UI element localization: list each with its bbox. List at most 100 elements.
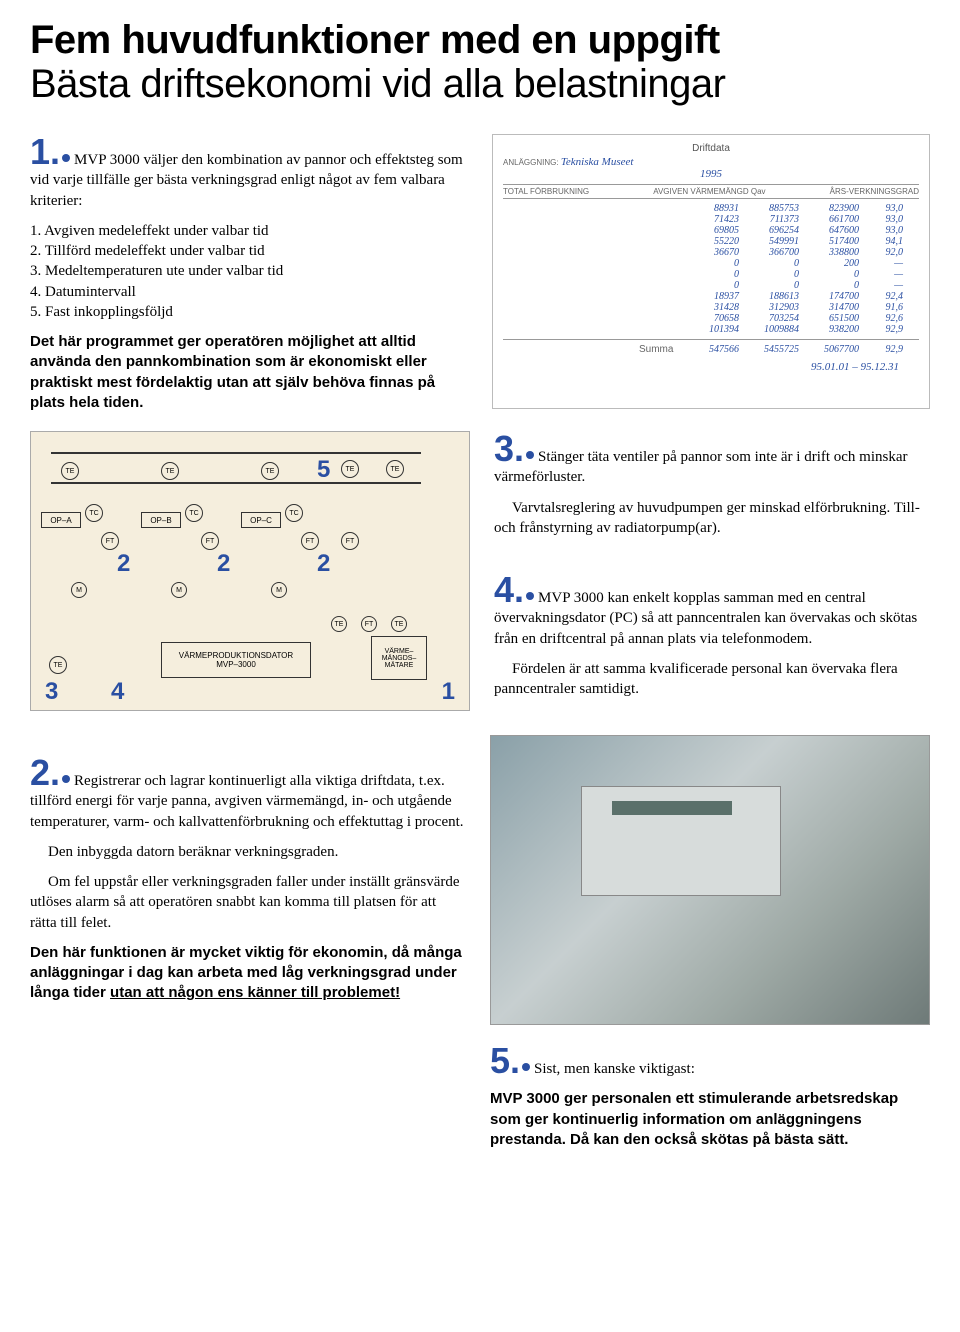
diagram-num-3: 3 bbox=[45, 678, 58, 706]
driftdata-cell: 92,0 bbox=[873, 247, 903, 258]
driftdata-cell: 1009884 bbox=[753, 324, 799, 335]
driftdata-cell: — bbox=[873, 258, 903, 269]
bullet-dot bbox=[522, 1063, 530, 1071]
driftdata-cell: 188613 bbox=[753, 291, 799, 302]
driftdata-cell: 314700 bbox=[813, 302, 859, 313]
col-section2: 2.Registrerar och lagrar kontinuerligt a… bbox=[30, 735, 466, 1150]
driftdata-cell: 703254 bbox=[753, 313, 799, 324]
section1-lead-text: MVP 3000 väljer den kombination av panno… bbox=[30, 152, 463, 209]
driftdata-cell: 101394 bbox=[693, 324, 739, 335]
driftdata-cell: 88931 bbox=[693, 203, 739, 214]
col-sections-3-4: 3.Stänger täta ventiler på pannor som in… bbox=[494, 413, 930, 735]
ft-icon: FT bbox=[101, 532, 119, 550]
section4-p2: Fördelen är att samma kvalificerade pers… bbox=[494, 659, 930, 700]
row-middle: TE TE TE TE TE TC TC TC OP–A OP–B OP–C F… bbox=[30, 413, 930, 735]
driftdata-cell: 651500 bbox=[813, 313, 859, 324]
section4-p1: 4.MVP 3000 kan enkelt kopplas samman med… bbox=[494, 572, 930, 649]
driftdata-cell: 0 bbox=[693, 258, 739, 269]
section3-p2: Varvtalsreglering av huvudpumpen ger min… bbox=[494, 498, 930, 539]
driftdata-hdr-left: TOTAL FÖRBRUKNING bbox=[503, 187, 589, 196]
driftdata-row: 5522054999151740094,1 bbox=[503, 236, 919, 247]
driftdata-hdr-mid: AVGIVEN VÄRMEMÄNGD Qav bbox=[653, 187, 765, 196]
op-c-box: OP–C bbox=[241, 512, 281, 528]
driftdata-cell: 938200 bbox=[813, 324, 859, 335]
op-b-box: OP–B bbox=[141, 512, 181, 528]
driftdata-cell: 92,9 bbox=[873, 324, 903, 335]
driftdata-cell: 174700 bbox=[813, 291, 859, 302]
m-icon: M bbox=[271, 582, 287, 598]
diagram-num-4: 4 bbox=[111, 678, 124, 706]
col-driftdata: Driftdata ANLÄGGNING: Tekniska Museet 19… bbox=[492, 134, 930, 413]
m-icon: M bbox=[71, 582, 87, 598]
bullet-dot bbox=[62, 154, 70, 162]
driftdata-cell: 55220 bbox=[693, 236, 739, 247]
driftdata-cell: — bbox=[873, 269, 903, 280]
section2-bold-underline: utan att någon ens känner till problemet… bbox=[110, 984, 400, 1001]
criteria-item: 1. Avgiven medeleffekt under valbar tid bbox=[30, 221, 468, 241]
te-icon: TE bbox=[61, 462, 79, 480]
diagram-num-2: 2 bbox=[117, 550, 130, 578]
driftdata-cell: 0 bbox=[753, 258, 799, 269]
diagram-num-1: 1 bbox=[442, 678, 455, 706]
driftdata-row: 70658 703254 651500 92,6 bbox=[503, 313, 919, 324]
driftdata-cell: 312903 bbox=[753, 302, 799, 313]
driftdata-cell: 0 bbox=[753, 280, 799, 291]
te-icon: TE bbox=[261, 462, 279, 480]
driftdata-row: 7142371137366170093,0 bbox=[503, 214, 919, 225]
tc-icon: TC bbox=[85, 504, 103, 522]
driftdata-row: 0 0 200 — bbox=[503, 258, 919, 269]
driftdata-cell: 70658 bbox=[693, 313, 739, 324]
section1-bold: Det här programmet ger operatören möjlig… bbox=[30, 332, 468, 413]
driftdata-cell: 711373 bbox=[753, 214, 799, 225]
te-icon: TE bbox=[161, 462, 179, 480]
section3-text2: Varvtalsreglering av huvudpumpen ger min… bbox=[494, 500, 920, 536]
anlaggning-value: Tekniska Museet bbox=[561, 156, 634, 168]
driftdata-cell: 36670 bbox=[693, 247, 739, 258]
sum-v1: 547566 bbox=[693, 344, 739, 355]
driftdata-row: 1893718861317470092,4 bbox=[503, 291, 919, 302]
system-diagram: TE TE TE TE TE TC TC TC OP–A OP–B OP–C F… bbox=[30, 431, 470, 711]
section2-number: 2. bbox=[30, 752, 60, 793]
m-icon: M bbox=[171, 582, 187, 598]
col-section1: 1.MVP 3000 väljer den kombination av pan… bbox=[30, 134, 468, 413]
sum-v3: 5067700 bbox=[813, 344, 859, 355]
driftdata-cell: 200 bbox=[813, 258, 859, 269]
operator-photo bbox=[490, 735, 930, 1025]
sum-v2: 5455725 bbox=[753, 344, 799, 355]
driftdata-row: 000— bbox=[503, 269, 919, 280]
section2-p2: Den inbyggda datorn beräknar verkningsgr… bbox=[30, 842, 466, 862]
ft-icon: FT bbox=[301, 532, 319, 550]
section4-text1: MVP 3000 kan enkelt kopplas samman med e… bbox=[494, 590, 917, 647]
driftdata-hdr-right: ÅRS-VERKNINGSGRAD bbox=[830, 187, 919, 196]
driftdata-sum-row: Summa 547566 5455725 5067700 92,9 bbox=[503, 339, 919, 355]
driftdata-row: 3142831290331470091,6 bbox=[503, 302, 919, 313]
section2-p1: 2.Registrerar och lagrar kontinuerligt a… bbox=[30, 755, 466, 832]
driftdata-row: 101394 1009884 938200 92,9 bbox=[503, 324, 919, 335]
driftdata-row: 000— bbox=[503, 280, 919, 291]
driftdata-cell: 92,6 bbox=[873, 313, 903, 324]
criteria-item: 3. Medeltemperaturen ute under valbar ti… bbox=[30, 261, 468, 281]
bullet-dot bbox=[62, 775, 70, 783]
col-photo-section5: 5.Sist, men kanske viktigast: MVP 3000 g… bbox=[490, 735, 930, 1150]
driftdata-row: 8893188575382390093,0 bbox=[503, 203, 919, 214]
section1-number: 1. bbox=[30, 131, 60, 172]
heat-meter-box: VÄRME– MÄNGDS– MÄTARE bbox=[371, 636, 427, 680]
section2-bold: Den här funktionen är mycket viktig för … bbox=[30, 943, 466, 1004]
driftdata-cell: 0 bbox=[813, 269, 859, 280]
ft-icon: FT bbox=[361, 616, 377, 632]
driftdata-cell: 661700 bbox=[813, 214, 859, 225]
sum-v4: 92,9 bbox=[873, 344, 903, 355]
te-icon: TE bbox=[331, 616, 347, 632]
tc-icon: TC bbox=[285, 504, 303, 522]
driftdata-cell: 885753 bbox=[753, 203, 799, 214]
driftdata-cell: 93,0 bbox=[873, 214, 903, 225]
row-lower: 2.Registrerar och lagrar kontinuerligt a… bbox=[30, 735, 930, 1150]
diagram-num-2: 2 bbox=[317, 550, 330, 578]
driftdata-cell: 0 bbox=[813, 280, 859, 291]
driftdata-cell: 366700 bbox=[753, 247, 799, 258]
sum-label: Summa bbox=[639, 344, 679, 355]
te-icon: TE bbox=[49, 656, 67, 674]
tc-icon: TC bbox=[185, 504, 203, 522]
driftdata-year: 1995 bbox=[503, 168, 919, 180]
page-title-line1: Fem huvudfunktioner med en uppgift bbox=[30, 18, 930, 62]
